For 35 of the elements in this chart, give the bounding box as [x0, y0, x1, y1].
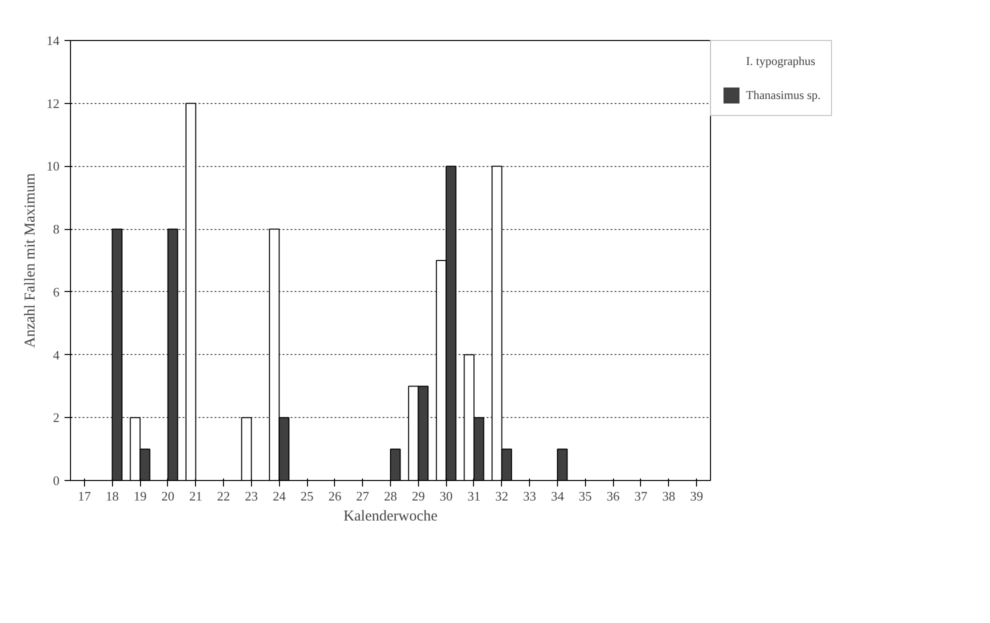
x-tick-label: 39: [690, 488, 704, 504]
x-tick-label: 23: [244, 488, 258, 504]
y-tick-label: 14: [46, 33, 60, 48]
x-tick-label: 30: [440, 488, 453, 504]
text: I. typographus: [746, 54, 816, 68]
y-axis-title: Anzahl Fallen mit Maximum: [22, 172, 38, 348]
x-tick-label: 28: [384, 488, 397, 504]
y-tick-label: 8: [53, 222, 60, 237]
x-tick-label: 29: [412, 488, 425, 504]
x-tick-label: 36: [606, 488, 620, 504]
x-tick-label: 37: [634, 488, 648, 504]
legend-label: Thanasimus sp.: [746, 88, 821, 102]
x-tick-label: 27: [356, 488, 370, 504]
x-tick-label: 20: [161, 488, 174, 504]
x-tick-label: 17: [78, 488, 92, 504]
x-tick-label: 18: [106, 488, 119, 504]
x-tick-label: 24: [272, 488, 286, 504]
x-tick-label: 38: [662, 488, 676, 504]
y-tick-label: 10: [46, 158, 60, 174]
x-tick-label: 33: [523, 488, 536, 504]
x-tick-label: 26: [328, 488, 342, 504]
y-tick-label: 0: [53, 473, 60, 488]
x-tick-label: 32: [495, 488, 508, 504]
x-tick-label: 22: [217, 488, 230, 504]
x-tick-label: 21: [189, 488, 202, 504]
x-tick-label: 35: [578, 488, 592, 504]
x-tick-label: 25: [300, 488, 314, 504]
x-axis-title: Kalenderwoche: [343, 508, 438, 524]
x-tick-label: 34: [550, 488, 564, 504]
y-tick-label: 12: [46, 96, 60, 111]
y-tick-label: 6: [53, 284, 60, 300]
y-tick-label: 2: [53, 410, 60, 426]
y-tick-label: 4: [53, 347, 60, 362]
x-tick-label: 19: [134, 488, 147, 504]
x-tick-label: 31: [467, 488, 480, 504]
